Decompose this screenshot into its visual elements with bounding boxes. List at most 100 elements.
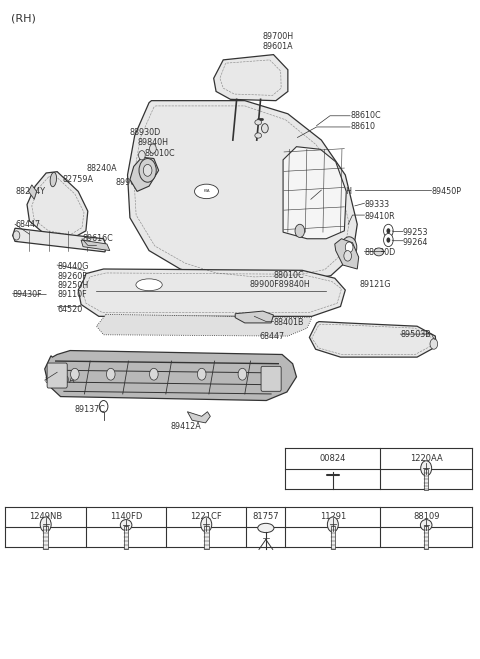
- Text: 82759A: 82759A: [63, 175, 94, 184]
- Circle shape: [430, 339, 438, 349]
- Text: (RH): (RH): [11, 14, 36, 24]
- Circle shape: [201, 517, 212, 532]
- Bar: [43, 526, 48, 550]
- Circle shape: [40, 517, 51, 532]
- Bar: [204, 526, 209, 550]
- Text: 89900D: 89900D: [116, 178, 147, 186]
- Polygon shape: [81, 240, 110, 250]
- Text: 1249NB: 1249NB: [29, 513, 62, 521]
- FancyBboxPatch shape: [47, 363, 67, 388]
- Circle shape: [150, 368, 158, 380]
- Circle shape: [238, 368, 247, 380]
- Text: 64520: 64520: [57, 305, 83, 314]
- Text: 99264: 99264: [403, 237, 428, 246]
- Circle shape: [262, 124, 268, 133]
- Text: KIA: KIA: [203, 189, 210, 193]
- Text: 89412A: 89412A: [170, 422, 201, 432]
- Circle shape: [344, 250, 351, 261]
- Circle shape: [295, 224, 305, 237]
- Polygon shape: [130, 158, 158, 191]
- Circle shape: [420, 461, 432, 476]
- Text: 11291: 11291: [320, 513, 346, 521]
- Ellipse shape: [50, 173, 57, 186]
- Circle shape: [107, 368, 115, 380]
- Text: 89110F: 89110F: [57, 290, 87, 299]
- Text: 99253: 99253: [403, 228, 428, 237]
- Text: 89137C: 89137C: [75, 405, 106, 415]
- Bar: [124, 526, 129, 550]
- Ellipse shape: [374, 248, 384, 256]
- Text: 89700H
89601A: 89700H 89601A: [263, 32, 294, 51]
- Ellipse shape: [255, 133, 262, 138]
- Polygon shape: [12, 228, 106, 252]
- Polygon shape: [45, 351, 297, 401]
- Text: 89900F89840H: 89900F89840H: [250, 280, 311, 289]
- Text: 89360H: 89360H: [322, 187, 352, 196]
- Text: 89840H: 89840H: [137, 138, 168, 147]
- Text: 68447: 68447: [259, 331, 284, 341]
- Text: 89333: 89333: [364, 200, 390, 209]
- Polygon shape: [28, 185, 36, 199]
- Circle shape: [139, 159, 156, 182]
- Text: 00824: 00824: [320, 454, 346, 463]
- Ellipse shape: [194, 184, 218, 198]
- Text: 88010C: 88010C: [274, 271, 304, 280]
- Text: 89450P: 89450P: [432, 187, 461, 196]
- Polygon shape: [235, 311, 274, 323]
- Text: 89610A: 89610A: [45, 376, 75, 385]
- Circle shape: [341, 237, 357, 258]
- Text: 89410R: 89410R: [364, 212, 395, 221]
- Circle shape: [197, 368, 206, 380]
- Polygon shape: [78, 269, 345, 316]
- Text: 88109: 88109: [413, 513, 439, 521]
- Text: 1220AA: 1220AA: [410, 454, 443, 463]
- Ellipse shape: [255, 120, 262, 125]
- Polygon shape: [335, 239, 359, 269]
- Circle shape: [71, 368, 79, 380]
- Text: 88010C: 88010C: [144, 149, 175, 158]
- Circle shape: [139, 151, 145, 160]
- Bar: [424, 526, 429, 550]
- Polygon shape: [27, 172, 88, 239]
- Ellipse shape: [258, 523, 274, 532]
- Text: 88401B: 88401B: [274, 318, 304, 328]
- Bar: [331, 526, 335, 550]
- Circle shape: [150, 144, 156, 154]
- Text: 89440G: 89440G: [57, 262, 88, 271]
- Text: 1221CF: 1221CF: [191, 513, 222, 521]
- Text: 81757: 81757: [252, 513, 279, 521]
- Text: 68447: 68447: [15, 220, 40, 229]
- Ellipse shape: [136, 279, 162, 291]
- Text: 88930D: 88930D: [130, 128, 161, 136]
- Ellipse shape: [420, 519, 432, 530]
- Text: 89250H: 89250H: [57, 281, 88, 290]
- Text: 89121G: 89121G: [360, 280, 391, 289]
- Circle shape: [327, 517, 338, 532]
- Bar: [424, 469, 429, 490]
- FancyBboxPatch shape: [261, 366, 281, 391]
- Text: 89503B: 89503B: [400, 330, 431, 339]
- Circle shape: [345, 242, 353, 252]
- Polygon shape: [96, 314, 312, 336]
- Polygon shape: [187, 412, 210, 423]
- Circle shape: [386, 228, 390, 233]
- Text: 89260F: 89260F: [57, 272, 87, 281]
- Circle shape: [384, 233, 393, 246]
- Text: 88254Y: 88254Y: [15, 187, 45, 196]
- Ellipse shape: [120, 519, 132, 530]
- Text: 1140FD: 1140FD: [110, 513, 142, 521]
- Polygon shape: [128, 101, 357, 283]
- Polygon shape: [310, 322, 436, 357]
- Circle shape: [386, 237, 390, 243]
- Text: 88240A: 88240A: [87, 164, 118, 173]
- Text: 88930D: 88930D: [364, 248, 396, 257]
- Text: 89430F: 89430F: [12, 290, 42, 299]
- Text: 88610: 88610: [350, 123, 375, 131]
- Polygon shape: [283, 147, 346, 239]
- Text: 88610C: 88610C: [350, 111, 381, 121]
- Text: 89616C: 89616C: [82, 234, 113, 243]
- Circle shape: [384, 224, 393, 237]
- Circle shape: [144, 165, 152, 176]
- Circle shape: [13, 231, 20, 240]
- Polygon shape: [214, 55, 288, 101]
